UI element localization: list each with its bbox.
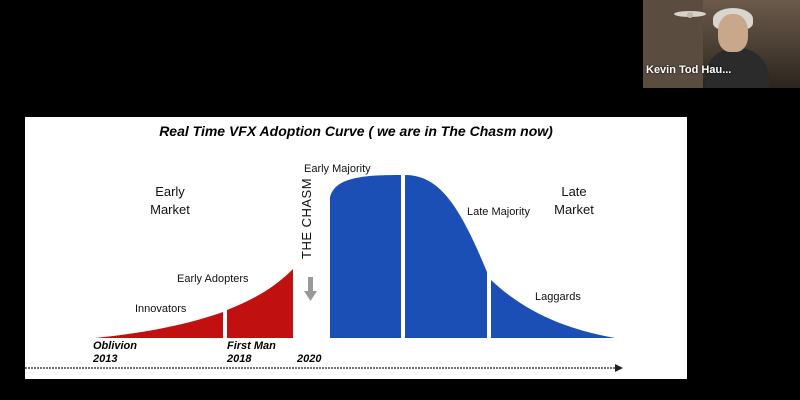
participant-body: [705, 48, 769, 88]
early-majority-label: Early Majority: [304, 163, 371, 175]
early-adopters-segment: [227, 269, 293, 338]
early-majority-segment: [330, 175, 401, 338]
shared-slide: Real Time VFX Adoption Curve ( we are in…: [25, 117, 687, 379]
marker-2020: 2020: [297, 353, 322, 365]
late-majority-segment: [405, 175, 487, 338]
participant-avatar: [718, 14, 748, 52]
ceiling-fan-icon: [674, 11, 706, 18]
marker-first-man: First Man 2018: [227, 340, 276, 365]
early-adopters-label: Early Adopters: [177, 273, 249, 285]
late-majority-label: Late Majority: [467, 206, 530, 218]
late-market-heading: Late Market: [554, 184, 594, 217]
slide-title: Real Time VFX Adoption Curve ( we are in…: [159, 123, 553, 139]
early-market-heading: Early Market: [150, 184, 190, 217]
adoption-curve-chart: [25, 175, 623, 372]
participant-name: Kevin Tod Hau...: [646, 64, 732, 76]
innovators-label: Innovators: [135, 303, 187, 315]
innovators-segment: [95, 312, 223, 338]
chasm-arrow-head: [304, 291, 317, 301]
chasm-arrow-shaft: [308, 277, 313, 291]
participant-video-tile[interactable]: Kevin Tod Hau...: [643, 0, 800, 88]
laggards-segment: [491, 280, 615, 338]
chasm-label: THE CHASM: [299, 177, 314, 259]
marker-oblivion: Oblivion 2013: [93, 340, 137, 365]
laggards-label: Laggards: [535, 291, 581, 303]
timeline-arrow-head: [615, 364, 623, 372]
